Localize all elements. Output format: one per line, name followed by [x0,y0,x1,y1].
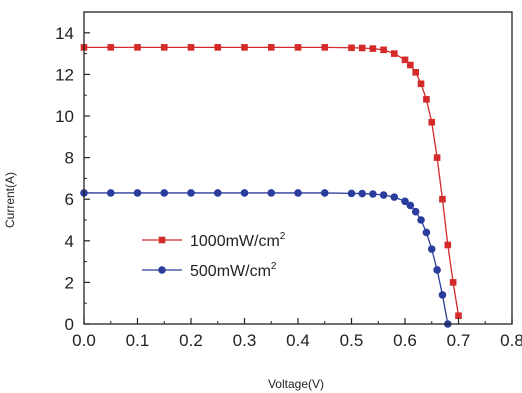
data-point-circle [417,216,425,224]
x-tick-label: 0.1 [126,331,150,350]
x-tick-label: 0.5 [340,331,364,350]
y-tick-label: 10 [55,107,74,126]
data-point-circle [379,191,388,199]
plot-area-frame [83,11,513,325]
series-500 [80,189,452,328]
data-point-square [187,44,195,51]
legend-item: 1000mW/cm2 [142,231,286,250]
data-point-square [214,44,222,51]
data-point-square [401,56,409,64]
y-tick-labels: 0 2 4 6 8 10 12 14 [55,24,74,334]
data-point-square [294,44,302,51]
data-point-circle [390,193,399,201]
data-point-circle [106,189,115,197]
data-point-square [417,80,425,88]
y-tick-label: 14 [55,24,74,43]
data-point-circle [213,189,222,197]
x-axis-title: Voltage(V) [268,377,324,391]
data-point-circle [358,189,367,198]
data-point-square [439,195,446,203]
y-tick-label: 4 [65,232,74,251]
data-point-square [412,69,419,76]
data-point-square [455,312,462,319]
data-point-square [423,96,430,103]
series-line [84,192,449,325]
data-point-circle [187,189,195,197]
data-point-circle [433,266,441,274]
legend-label: 1000mW/cm2 [190,231,286,250]
data-point-circle [422,228,431,237]
data-point-square [449,279,457,286]
y-tick-label: 0 [65,315,74,334]
data-point-square [428,118,436,126]
data-point-circle [427,245,436,253]
data-point-square [134,44,141,51]
legend: 1000mW/cm2 500mW/cm2 [142,231,286,280]
legend-item: 500mW/cm2 [142,261,277,280]
x-tick-label: 0.0 [72,331,96,350]
x-tick-label: 0.6 [393,331,417,350]
data-point-square [433,154,441,161]
y-tick-label: 6 [65,190,74,209]
data-point-circle [347,189,356,198]
legend-label: 500mW/cm2 [190,261,277,280]
data-point-square [380,46,387,54]
data-point-circle [267,189,276,197]
data-point-circle [401,197,409,206]
series-layer [80,44,462,328]
data-point-square [348,44,355,52]
series-1000 [80,44,462,319]
x-tick-label: 0.2 [179,331,203,350]
data-point-square [241,44,248,51]
x-tick-label: 0.3 [233,331,257,350]
data-point-square [407,61,414,69]
data-point-square [267,44,275,51]
data-point-circle [240,189,249,197]
x-tick-label: 0.4 [286,331,310,350]
data-point-circle [438,291,447,299]
legend-marker-square [158,236,166,244]
x-tick-labels: 0.0 0.1 0.2 0.3 0.4 0.5 0.6 0.7 0.8 [72,331,522,350]
y-axis-title: Current(A) [3,172,17,228]
legend-marker-circle [158,266,166,274]
data-point-circle [160,189,169,197]
data-point-square [107,44,115,51]
data-point-square [160,44,168,51]
data-point-square [391,50,398,57]
data-point-square [444,241,452,249]
x-tick-label: 0.8 [500,331,522,350]
series-line [84,46,460,316]
data-point-circle [369,190,377,198]
data-point-circle [294,189,302,197]
tick-marks [83,11,513,325]
data-point-circle [411,207,420,216]
y-tick-label: 2 [65,273,74,292]
y-tick-label: 12 [55,65,74,84]
data-point-circle [406,201,415,210]
data-point-square [321,44,329,51]
x-tick-label: 0.7 [447,331,471,350]
data-point-circle [133,189,142,197]
data-point-circle [320,189,329,197]
y-tick-label: 8 [65,149,74,168]
data-point-square [358,44,366,52]
data-point-square [369,45,377,52]
